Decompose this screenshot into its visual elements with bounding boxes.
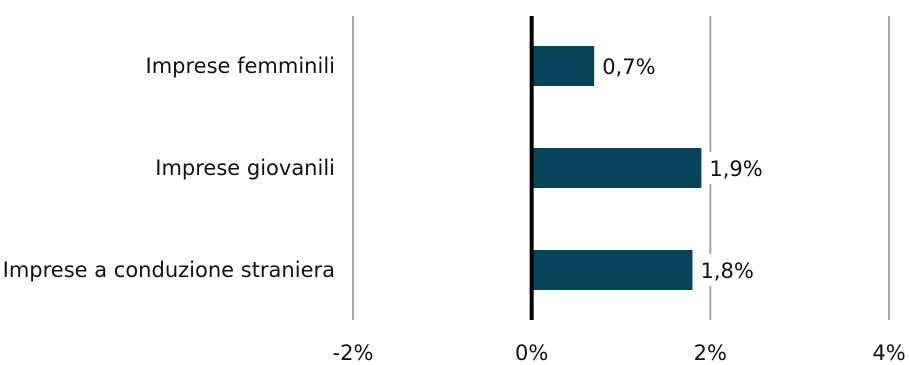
data-label-background [600, 50, 663, 82]
bars [531, 46, 702, 290]
x-tick-label: 0% [515, 341, 548, 365]
data-label-background [707, 152, 770, 184]
x-tick-label: 4% [872, 341, 905, 365]
x-tick-labels: -2% 0% 2% 4% [333, 341, 906, 365]
x-tick-label: 2% [694, 341, 727, 365]
bar [531, 250, 693, 290]
data-label: 0,7% [602, 55, 655, 79]
category-label: Imprese femminili [146, 54, 335, 78]
data-labels: 0,7% 1,9% 1,8% [600, 50, 770, 286]
data-label: 1,8% [700, 259, 753, 283]
data-label-background [698, 254, 761, 286]
x-tick-label: -2% [333, 341, 374, 365]
data-label: 1,9% [709, 157, 762, 181]
category-label: Imprese a conduzione straniera [3, 258, 335, 282]
category-label: Imprese giovanili [155, 156, 335, 180]
bar [531, 46, 595, 86]
category-labels: Imprese femminili Imprese giovanili Impres… [3, 54, 335, 282]
bar [531, 148, 702, 188]
